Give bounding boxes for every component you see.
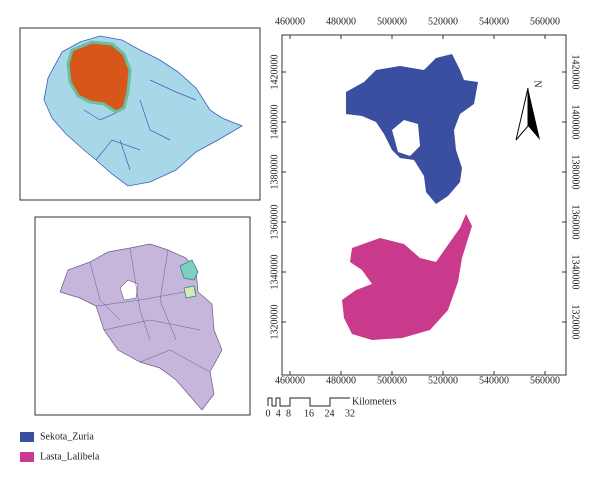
legend-swatch: [20, 452, 34, 462]
x-tick-label: 560000: [530, 375, 560, 386]
x-tick-label: 480000: [326, 16, 356, 27]
x-tick-label: 540000: [479, 375, 509, 386]
x-tick-label: 560000: [530, 16, 560, 27]
highlight-zone: [179, 259, 199, 281]
region-borders: [83, 79, 197, 171]
y-tick-label: 1380000: [570, 155, 581, 190]
y-tick-label: 1340000: [269, 255, 280, 290]
lasta-lalibela-area: [342, 214, 472, 340]
x-tick-label: 540000: [479, 16, 509, 27]
zone-borders: [89, 247, 211, 373]
y-tick-label: 1320000: [570, 305, 581, 340]
x-tick-label: 460000: [275, 375, 305, 386]
y-tick-label: 1400000: [570, 105, 581, 140]
x-tick-label: 480000: [326, 375, 356, 386]
y-tick-label: 1360000: [570, 205, 581, 240]
sekota-zuria-area: [346, 54, 478, 204]
x-tick-label: 500000: [377, 16, 407, 27]
y-tick-label: 1380000: [269, 155, 280, 190]
scale-label: 24: [325, 408, 335, 419]
legend-swatch: [20, 432, 34, 442]
north-arrow: [515, 87, 529, 141]
north-arrow: [528, 88, 540, 140]
y-tick-label: 1360000: [269, 205, 280, 240]
x-tick-label: 520000: [428, 16, 458, 27]
scale-unit: Kilometers: [352, 396, 397, 407]
scale-label: 0: [266, 408, 271, 419]
north-label: N: [532, 80, 543, 87]
scale-label: 8: [286, 408, 291, 419]
scale-bar: [267, 397, 350, 407]
scale-label: 32: [345, 408, 355, 419]
y-tick-label: 1400000: [269, 105, 280, 140]
y-tick-label: 1340000: [570, 255, 581, 290]
highlight-zone: [183, 285, 197, 299]
x-tick-label: 520000: [428, 375, 458, 386]
legend-label: Sekota_Zuria: [40, 431, 94, 442]
legend-label: Lasta_Lalibela: [40, 451, 100, 462]
y-tick-label: 1420000: [570, 55, 581, 90]
y-tick-label: 1420000: [269, 55, 280, 90]
x-tick-label: 500000: [377, 375, 407, 386]
x-tick-label: 460000: [275, 16, 305, 27]
y-tick-label: 1320000: [269, 305, 280, 340]
scale-label: 4: [276, 408, 281, 419]
highlight-region: [66, 40, 132, 114]
scale-label: 16: [304, 408, 314, 419]
